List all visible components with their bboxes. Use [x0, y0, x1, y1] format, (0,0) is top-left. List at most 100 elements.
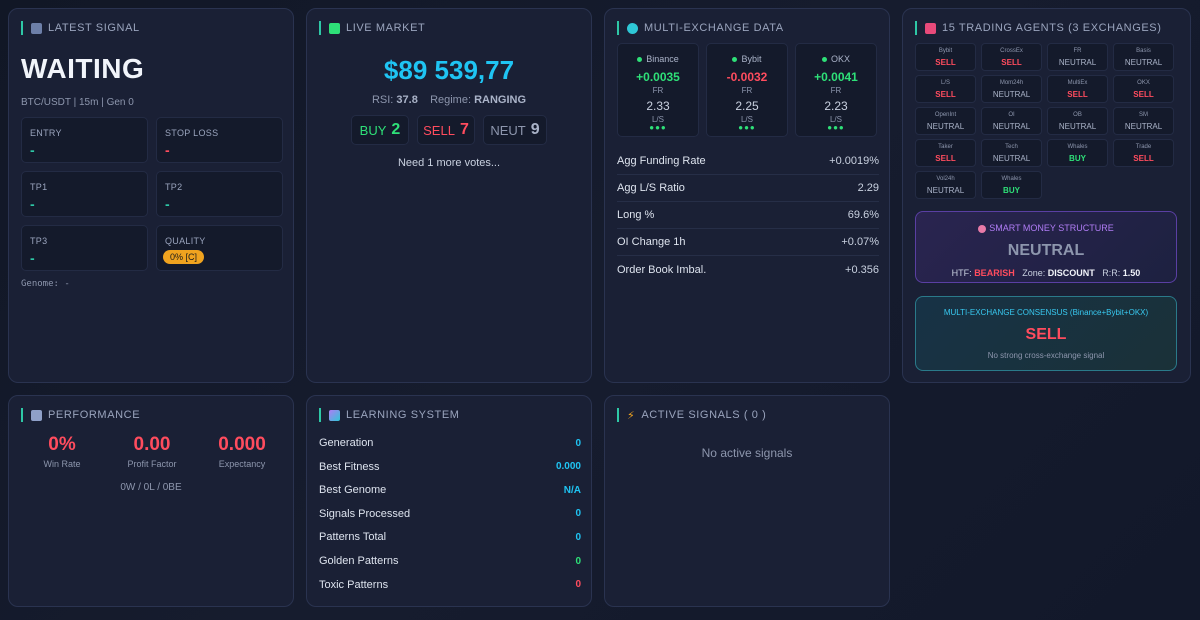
- toxic-patterns-row: Toxic Patterns 0: [319, 577, 581, 593]
- profit-factor-label: Profit Factor: [127, 459, 177, 469]
- agent-name: Basis: [1136, 48, 1151, 54]
- trading-agents-title: 15 TRADING AGENTS (3 EXCHANGES): [915, 21, 1162, 35]
- exchange-card-bybit: Bybit -0.0032 FR 2.25 L/S ●●●: [706, 43, 788, 137]
- stat-label: Golden Patterns: [319, 555, 399, 567]
- no-active-signals-text: No active signals: [701, 446, 793, 460]
- agent-card: OpenInt NEUTRAL: [915, 107, 976, 135]
- rsi-regime-line: RSI: 37.8 Regime: RANGING: [307, 94, 591, 106]
- exchange-name: OKX: [796, 54, 876, 64]
- agent-card: Taker SELL: [915, 139, 976, 167]
- status-dots-icon: ●●●: [649, 123, 667, 132]
- neut-label: NEUT: [490, 122, 526, 138]
- agent-card: OB NEUTRAL: [1047, 107, 1108, 135]
- btc-price: $89 539,77: [383, 55, 515, 85]
- sell-count: 7: [459, 121, 469, 138]
- agent-card: CrossEx SELL: [981, 43, 1042, 71]
- live-market-title: LIVE MARKET: [319, 21, 425, 35]
- agent-card: Whales BUY: [981, 171, 1042, 199]
- tp1-value: -: [30, 196, 35, 212]
- multi-exchange-title: MULTI-EXCHANGE DATA: [617, 21, 784, 35]
- patterns-total-row: Patterns Total 0: [319, 529, 581, 545]
- sell-votes: SELL 7: [417, 115, 475, 145]
- tp3-box: TP3 -: [21, 225, 148, 271]
- robot-icon: [925, 22, 936, 34]
- votes-needed-text: Need 1 more votes...: [397, 157, 501, 169]
- long-short-label: L/S: [651, 115, 664, 124]
- status-dot-icon: [821, 57, 827, 63]
- agent-vote: NEUTRAL: [992, 154, 1031, 163]
- agent-vote: NEUTRAL: [1058, 58, 1097, 67]
- agent-vote: NEUTRAL: [1124, 58, 1163, 67]
- order-book-row: Order Book Imbal. +0.356: [617, 263, 879, 276]
- zone-value: DISCOUNT: [1047, 268, 1095, 278]
- oi-change-row: OI Change 1h +0.07%: [617, 229, 879, 256]
- exchange-card-binance: Binance +0.0035 FR 2.33 L/S ●●●: [617, 43, 699, 137]
- regime-label: Regime:: [430, 94, 472, 106]
- agent-vote: SELL: [1067, 90, 1088, 99]
- agent-card: Bybit SELL: [915, 43, 976, 71]
- agent-vote: NEUTRAL: [926, 122, 965, 131]
- rr-value: 1.50: [1122, 268, 1141, 278]
- buy-votes: BUY 2: [351, 115, 409, 145]
- long-short-label: L/S: [829, 115, 842, 124]
- trading-agents-panel: 15 TRADING AGENTS (3 EXCHANGES) Bybit SEL…: [902, 8, 1191, 383]
- signal-status: WAITING: [21, 53, 145, 84]
- smc-status: NEUTRAL: [1007, 242, 1085, 259]
- stat-value: 0: [575, 555, 581, 567]
- agent-vote: NEUTRAL: [1058, 122, 1097, 131]
- htf-value: BEARISH: [974, 268, 1015, 278]
- neut-count: 9: [530, 121, 540, 138]
- funding-rate-value: +0.0041: [814, 70, 858, 84]
- best-fitness-row: Best Fitness 0.000: [319, 459, 581, 475]
- funding-rate-label: FR: [741, 86, 753, 95]
- agent-name: Whales: [1067, 144, 1088, 150]
- regime-value: RANGING: [474, 94, 527, 106]
- agent-vote: SELL: [935, 58, 956, 67]
- profit-factor-metric: 0.00 Profit Factor: [107, 434, 197, 469]
- agent-vote: NEUTRAL: [1124, 122, 1163, 131]
- agent-card: OI NEUTRAL: [981, 107, 1042, 135]
- stop-loss-value: -: [165, 142, 170, 158]
- agent-vote: SELL: [935, 90, 956, 99]
- long-short-label: L/S: [740, 115, 753, 124]
- win-rate-metric: 0% Win Rate: [17, 434, 107, 469]
- agent-name: Mom24h: [999, 80, 1024, 86]
- multi-exchange-panel: MULTI-EXCHANGE DATA Binance +0.0035 FR 2…: [604, 8, 890, 383]
- generation-row: Generation 0: [319, 435, 581, 451]
- entry-label: ENTRY: [30, 128, 62, 138]
- status-dot-icon: [637, 57, 643, 63]
- exchange-card-okx: OKX +0.0041 FR 2.23 L/S ●●●: [795, 43, 877, 137]
- status-dot-icon: [732, 57, 738, 63]
- agent-name: FR: [1073, 48, 1082, 54]
- active-signals-title: ⚡ ACTIVE SIGNALS ( 0 ): [617, 408, 766, 422]
- stat-value: 0: [575, 437, 581, 449]
- brain-icon: [978, 224, 987, 233]
- active-signals-panel: ⚡ ACTIVE SIGNALS ( 0 ) No active signals: [604, 395, 890, 607]
- entry-box: ENTRY -: [21, 117, 148, 163]
- smc-title: SMART MONEY STRUCTURE: [916, 223, 1176, 233]
- agent-card: Mom24h NEUTRAL: [981, 75, 1042, 103]
- status-dots-icon: ●●●: [827, 123, 845, 132]
- win-rate-label: Win Rate: [43, 459, 81, 469]
- tp2-label: TP2: [165, 182, 183, 192]
- expectancy-metric: 0.000 Expectancy: [197, 434, 287, 469]
- stop-loss-box: STOP LOSS -: [156, 117, 283, 163]
- consensus-status: SELL: [1025, 326, 1067, 343]
- agent-card: Whales BUY: [1047, 139, 1108, 167]
- funding-rate-label: FR: [652, 86, 664, 95]
- stat-value: 0: [575, 508, 581, 520]
- agent-vote: SELL: [1133, 90, 1154, 99]
- performance-title: PERFORMANCE: [21, 408, 140, 422]
- trend-chart-icon: [31, 409, 42, 421]
- quality-box: QUALITY 0% [C]: [156, 225, 283, 271]
- agent-vote: SELL: [1001, 58, 1022, 67]
- long-short-value: 2.23: [824, 99, 848, 113]
- agent-card: MultiEx SELL: [1047, 75, 1108, 103]
- agent-card: Tech NEUTRAL: [981, 139, 1042, 167]
- smc-info: HTF: BEARISH Zone: DISCOUNT R:R: 1.50: [951, 268, 1141, 278]
- agent-card: Basis NEUTRAL: [1113, 43, 1174, 71]
- rsi-value: 37.8: [396, 94, 418, 106]
- agent-card: Vol24h NEUTRAL: [915, 171, 976, 199]
- genome-text: Genome: -: [21, 279, 70, 289]
- sell-label: SELL: [423, 122, 455, 138]
